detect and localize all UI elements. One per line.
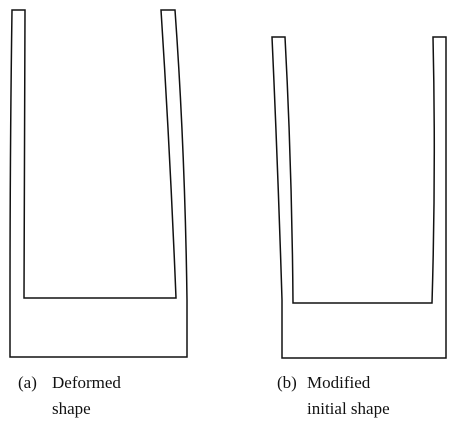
caption-line: Modified [307,373,371,392]
caption-line: Deformed [52,373,121,392]
deformed-shape [9,9,188,358]
figure-label: (a) [18,373,37,392]
caption-line: initial shape [307,399,390,418]
caption-line: shape [52,399,91,418]
modified-initial-shape [271,36,447,359]
figure-label: (b) [277,373,297,392]
